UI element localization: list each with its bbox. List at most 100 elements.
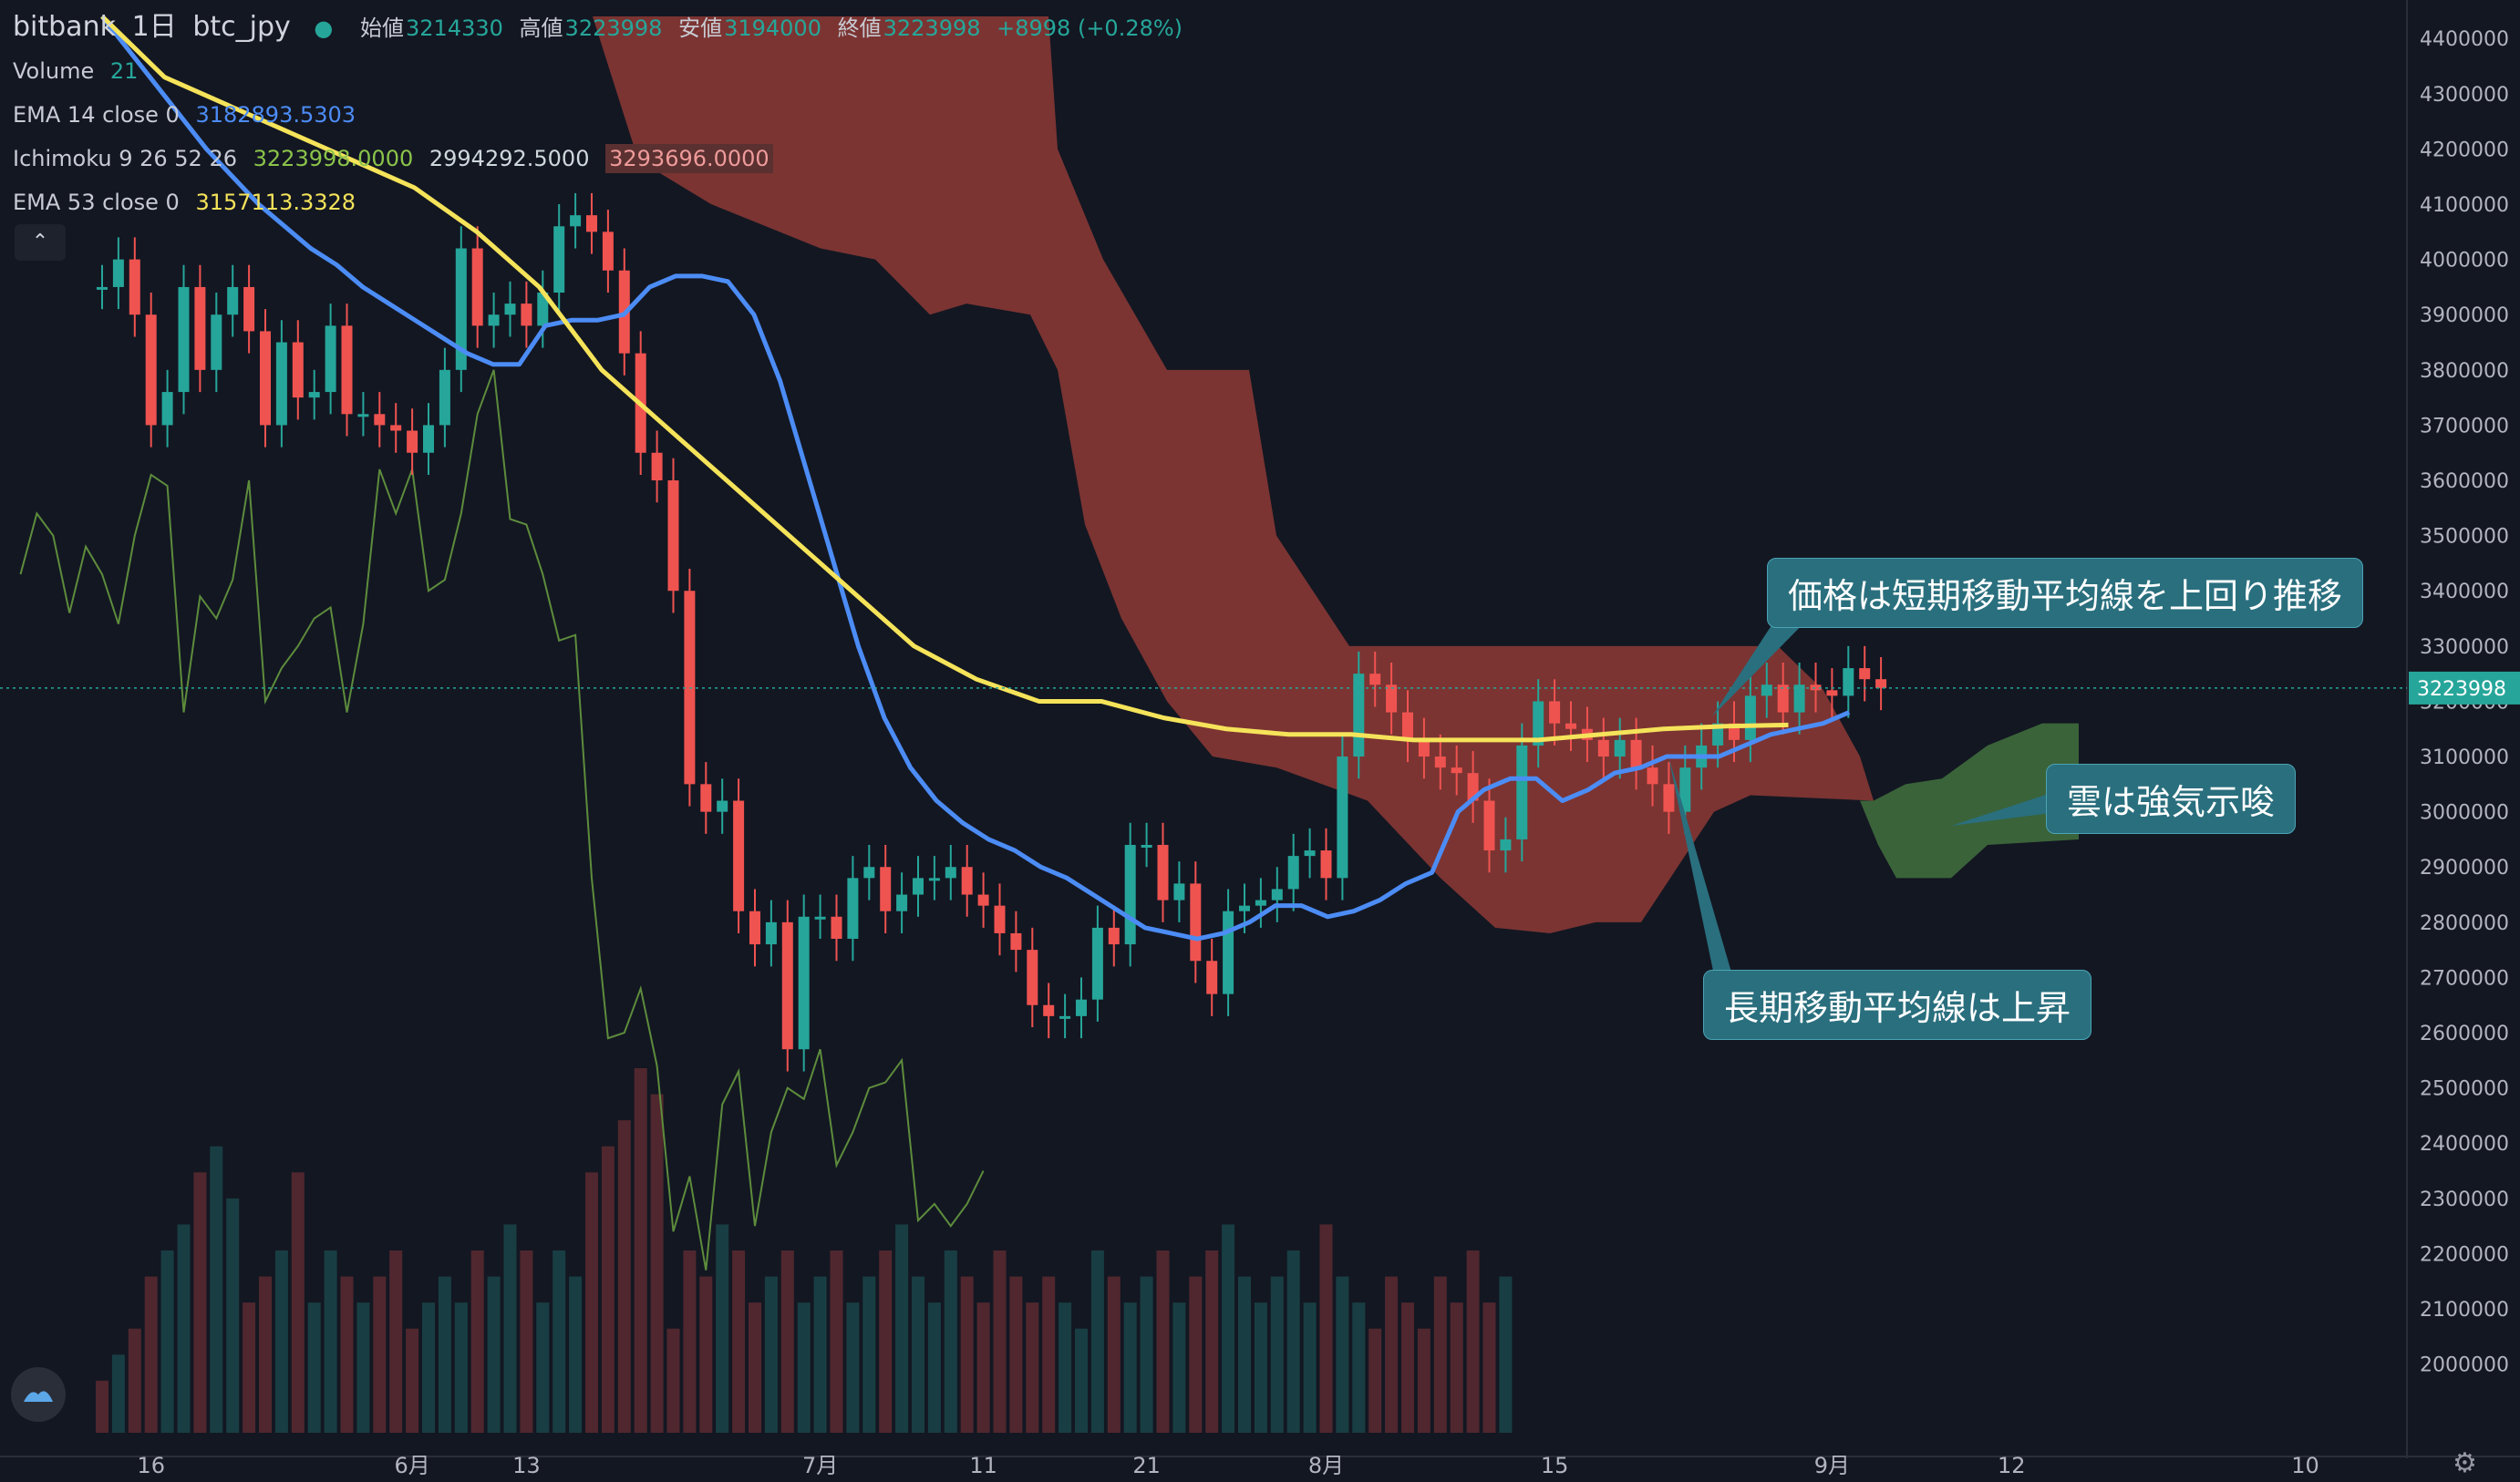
volume-bar [553,1250,566,1433]
volume-bar [1140,1276,1153,1433]
tradingview-logo-icon[interactable] [11,1367,66,1422]
volume-bar [569,1276,583,1433]
volume-bar [291,1172,305,1433]
candle-body [292,342,304,398]
volume-bar [780,1250,794,1433]
candle-body [1630,739,1642,768]
volume-bar [699,1276,713,1433]
volume-legend[interactable]: Volume 21 [13,49,1192,93]
candle-body [423,425,434,453]
candle-body [1320,850,1332,879]
candle-body [1108,927,1120,945]
candle-body [1777,684,1789,713]
price-tick-label: 4100000 [2420,194,2509,217]
price-tick-label: 3700000 [2420,415,2509,437]
volume-bar [927,1302,941,1433]
price-tick-label: 2200000 [2420,1243,2509,1266]
candle-body [325,325,336,393]
candle-body [211,314,222,370]
candle-body [651,452,663,481]
ema53-legend[interactable]: EMA 53 close 0 3157113.3328 [13,180,1192,224]
price-tick-label: 2100000 [2420,1299,2509,1322]
candle-body [1712,723,1724,746]
ichimoku-legend[interactable]: Ichimoku 9 26 52 26 3223998.0000 2994292… [13,137,1192,180]
symbol-label[interactable]: btc_jpy [192,11,291,43]
volume-bar [732,1250,746,1433]
candle-body [1402,712,1413,740]
candle-body [194,286,206,370]
volume-bar [454,1302,468,1433]
ema14-legend[interactable]: EMA 14 close 0 3182893.5303 [13,93,1192,137]
low-value: 3194000 [724,15,821,41]
candle-body [1565,723,1576,729]
volume-bar [96,1380,108,1433]
ichimoku-label: Ichimoku 9 26 52 26 [13,146,237,171]
volume-bar [895,1224,909,1433]
callout-long-ma-rising: 長期移動平均線は上昇 [1703,970,2092,1040]
low-label: 安値 [678,15,723,41]
volume-bar [1123,1302,1137,1433]
volume-bar [340,1276,354,1433]
collapse-legend-button[interactable]: ⌃ [15,224,66,261]
volume-bar [1466,1250,1480,1433]
volume-bar [536,1302,550,1433]
candle-body [977,894,989,906]
gear-icon[interactable]: ⚙ [2453,1447,2477,1479]
candle-body [1043,1004,1055,1016]
volume-bar [1238,1276,1251,1433]
candle-body [275,342,287,426]
volume-bar [1270,1276,1284,1433]
candle-body [1483,800,1495,851]
close-value: 3223998 [883,15,981,41]
price-tick-label: 3800000 [2420,360,2509,383]
volume-bar [1417,1328,1430,1433]
volume-bar [406,1328,419,1433]
price-tick-label: 3900000 [2420,304,2509,327]
candle-body [749,911,760,945]
candle-body [1173,883,1185,901]
volume-bar [993,1250,1007,1433]
ema14-line [100,15,1851,942]
ema14-value: 3182893.5303 [195,102,356,128]
price-tick-label: 4200000 [2420,139,2509,161]
volume-bar [144,1276,158,1433]
candle-body [700,784,712,812]
volume-bar [160,1250,174,1433]
ema53-label: EMA 53 close 0 [13,190,180,215]
volume-bar [1205,1250,1219,1433]
candle-body [1076,999,1087,1016]
candle-body [1859,668,1871,680]
volume-bar [666,1328,680,1433]
candle-body [161,392,173,426]
volume-bar [813,1276,827,1433]
price-tick-label: 3000000 [2420,802,2509,825]
volume-bar [764,1276,778,1433]
chart-legend: bitbank 1日 btc_jpy ● 始値3214330 高値3223998… [13,5,1192,224]
candle-body [1157,845,1169,901]
candle-body [1287,856,1299,890]
volume-bar [585,1172,598,1433]
volume-bar [1156,1250,1170,1433]
volume-bar [634,1068,647,1433]
volume-bar [879,1250,893,1433]
ichimoku-cloud-bearish [565,16,1874,933]
candle-body [1875,679,1887,688]
candle-body [1010,932,1022,951]
ema14-label: EMA 14 close 0 [13,102,180,128]
time-tick-label: 15 [1541,1453,1569,1478]
high-label: 高値 [519,15,563,41]
time-tick-label: 21 [1132,1453,1161,1478]
candle-body [243,286,255,332]
candle-body [178,286,190,393]
ema53-value: 3157113.3328 [195,190,356,215]
price-tick-label: 4300000 [2420,84,2509,107]
time-tick-label: 6月 [394,1453,429,1478]
candle-body [1418,739,1430,757]
candle-body [847,878,859,940]
volume-bar [307,1302,321,1433]
exchange-name[interactable]: bitbank [13,11,116,43]
candle-body [1744,695,1756,740]
interval-label[interactable]: 1日 [131,11,177,43]
candle-body [1206,961,1218,994]
